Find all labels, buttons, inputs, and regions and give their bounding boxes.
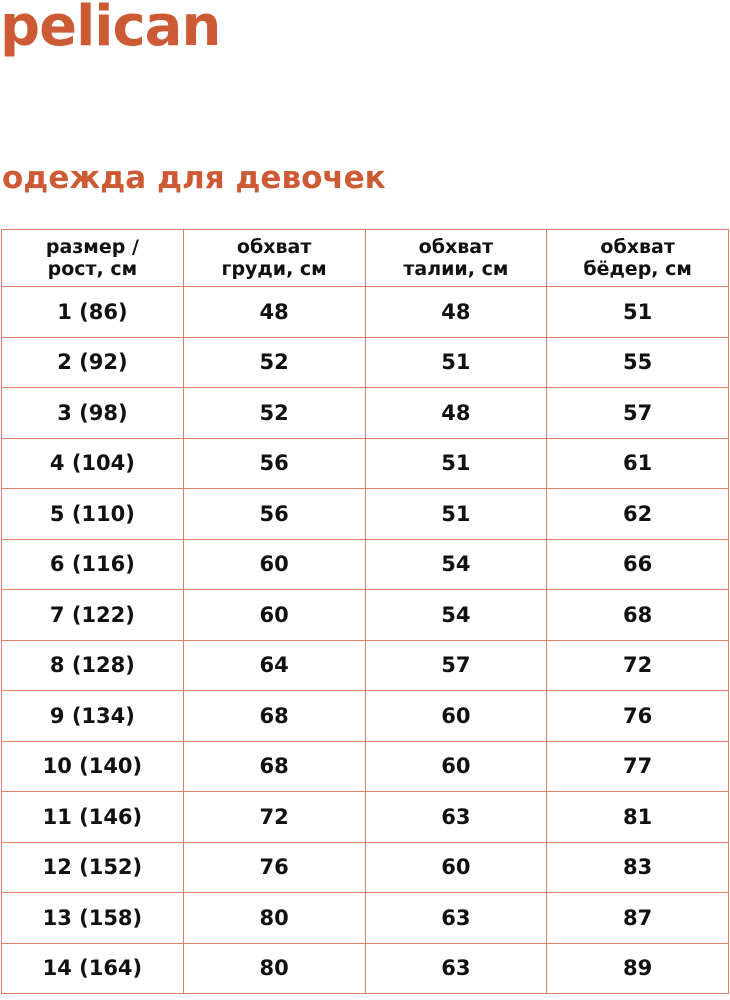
header-chest: обхват груди, см <box>182 229 366 287</box>
table-row: 4 (104) 56 51 61 <box>1 437 729 489</box>
cell-size-height: 1 (86) <box>1 286 184 338</box>
cell-hips: 68 <box>546 589 729 641</box>
table-row: 8 (128) 64 57 72 <box>1 639 729 691</box>
cell-chest: 68 <box>182 690 366 742</box>
cell-waist: 51 <box>364 336 548 388</box>
header-hips: обхват бёдер, см <box>546 229 729 287</box>
header-line: обхват <box>418 236 494 258</box>
cell-chest: 52 <box>182 336 366 388</box>
header-line: обхват <box>236 236 312 258</box>
pelican-logo: pelican <box>0 0 221 59</box>
header-size-height: размер / рост, см <box>1 229 184 287</box>
cell-size-height: 3 (98) <box>1 387 184 439</box>
cell-chest: 60 <box>182 538 366 590</box>
table-row: 11 (146) 72 63 81 <box>1 791 729 843</box>
cell-size-height: 7 (122) <box>1 589 184 641</box>
cell-hips: 87 <box>546 892 729 944</box>
cell-size-height: 8 (128) <box>1 639 184 691</box>
cell-waist: 60 <box>364 841 548 893</box>
cell-hips: 83 <box>546 841 729 893</box>
cell-size-height: 4 (104) <box>1 437 184 489</box>
page-title: одежда для девочек <box>2 160 386 196</box>
cell-hips: 66 <box>546 538 729 590</box>
cell-hips: 55 <box>546 336 729 388</box>
header-line: талии, см <box>403 258 509 280</box>
cell-chest: 48 <box>182 286 366 338</box>
header-line: бёдер, см <box>583 258 692 280</box>
cell-waist: 60 <box>364 690 548 742</box>
table-row: 5 (110) 56 51 62 <box>1 488 729 540</box>
cell-waist: 48 <box>364 286 548 338</box>
table-row: 7 (122) 60 54 68 <box>1 589 729 641</box>
cell-hips: 77 <box>546 740 729 792</box>
cell-size-height: 9 (134) <box>1 690 184 742</box>
cell-chest: 56 <box>182 488 366 540</box>
cell-waist: 54 <box>364 538 548 590</box>
cell-size-height: 13 (158) <box>1 892 184 944</box>
cell-size-height: 12 (152) <box>1 841 184 893</box>
cell-chest: 64 <box>182 639 366 691</box>
cell-chest: 52 <box>182 387 366 439</box>
header-waist: обхват талии, см <box>364 229 548 287</box>
cell-hips: 62 <box>546 488 729 540</box>
cell-waist: 60 <box>364 740 548 792</box>
cell-chest: 60 <box>182 589 366 641</box>
cell-chest: 80 <box>182 942 366 994</box>
header-line: рост, см <box>47 258 138 280</box>
table-row: 9 (134) 68 60 76 <box>1 690 729 742</box>
table-row: 12 (152) 76 60 83 <box>1 841 729 893</box>
cell-waist: 48 <box>364 387 548 439</box>
cell-size-height: 10 (140) <box>1 740 184 792</box>
cell-waist: 54 <box>364 589 548 641</box>
cell-waist: 63 <box>364 942 548 994</box>
header-line: груди, см <box>221 258 327 280</box>
cell-size-height: 5 (110) <box>1 488 184 540</box>
cell-hips: 61 <box>546 437 729 489</box>
cell-waist: 63 <box>364 791 548 843</box>
table-row: 3 (98) 52 48 57 <box>1 387 729 439</box>
cell-size-height: 2 (92) <box>1 336 184 388</box>
cell-hips: 72 <box>546 639 729 691</box>
cell-size-height: 11 (146) <box>1 791 184 843</box>
table-row: 2 (92) 52 51 55 <box>1 336 729 388</box>
cell-hips: 81 <box>546 791 729 843</box>
cell-chest: 72 <box>182 791 366 843</box>
size-chart-table: размер / рост, см обхват груди, см обхват тал… <box>1 229 729 994</box>
header-line: обхват <box>600 236 675 258</box>
cell-size-height: 14 (164) <box>1 942 184 994</box>
table-row: 13 (158) 80 63 87 <box>1 892 729 944</box>
table-row: 1 (86) 48 48 51 <box>1 286 729 338</box>
cell-chest: 80 <box>182 892 366 944</box>
cell-chest: 76 <box>182 841 366 893</box>
cell-waist: 51 <box>364 488 548 540</box>
header-line: размер / <box>45 236 139 258</box>
cell-waist: 51 <box>364 437 548 489</box>
cell-hips: 76 <box>546 690 729 742</box>
cell-hips: 89 <box>546 942 729 994</box>
cell-size-height: 6 (116) <box>1 538 184 590</box>
table-row: 6 (116) 60 54 66 <box>1 538 729 590</box>
header-row: размер / рост, см обхват груди, см обхват тал… <box>1 229 729 287</box>
cell-waist: 63 <box>364 892 548 944</box>
table-row: 14 (164) 80 63 89 <box>1 942 729 994</box>
table-row: 10 (140) 68 60 77 <box>1 740 729 792</box>
cell-hips: 51 <box>546 286 729 338</box>
cell-chest: 56 <box>182 437 366 489</box>
cell-chest: 68 <box>182 740 366 792</box>
cell-waist: 57 <box>364 639 548 691</box>
cell-hips: 57 <box>546 387 729 439</box>
